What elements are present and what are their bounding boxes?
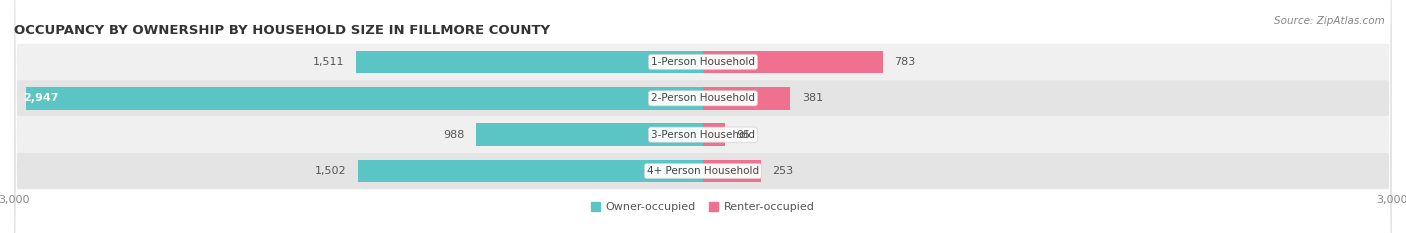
Bar	[359, 160, 703, 182]
Bar	[703, 160, 761, 182]
Bar	[703, 51, 883, 73]
Text: 1,502: 1,502	[315, 166, 347, 176]
Text: 253: 253	[772, 166, 794, 176]
FancyBboxPatch shape	[14, 0, 1392, 233]
Bar	[703, 123, 725, 146]
Text: 783: 783	[894, 57, 915, 67]
Text: 4+ Person Household: 4+ Person Household	[647, 166, 759, 176]
Legend: Owner-occupied, Renter-occupied: Owner-occupied, Renter-occupied	[592, 202, 814, 212]
Text: 1,511: 1,511	[314, 57, 344, 67]
Text: 3-Person Household: 3-Person Household	[651, 130, 755, 140]
Text: Source: ZipAtlas.com: Source: ZipAtlas.com	[1274, 16, 1385, 26]
Bar	[477, 123, 703, 146]
Text: 2-Person Household: 2-Person Household	[651, 93, 755, 103]
Bar	[27, 87, 703, 110]
Text: 95: 95	[737, 130, 751, 140]
Bar	[356, 51, 703, 73]
FancyBboxPatch shape	[14, 0, 1392, 233]
FancyBboxPatch shape	[14, 0, 1392, 233]
Text: 2,947: 2,947	[24, 93, 59, 103]
Bar	[703, 87, 790, 110]
Text: 1-Person Household: 1-Person Household	[651, 57, 755, 67]
Text: OCCUPANCY BY OWNERSHIP BY HOUSEHOLD SIZE IN FILLMORE COUNTY: OCCUPANCY BY OWNERSHIP BY HOUSEHOLD SIZE…	[14, 24, 550, 37]
Text: 381: 381	[801, 93, 823, 103]
Text: 988: 988	[443, 130, 464, 140]
FancyBboxPatch shape	[14, 0, 1392, 233]
